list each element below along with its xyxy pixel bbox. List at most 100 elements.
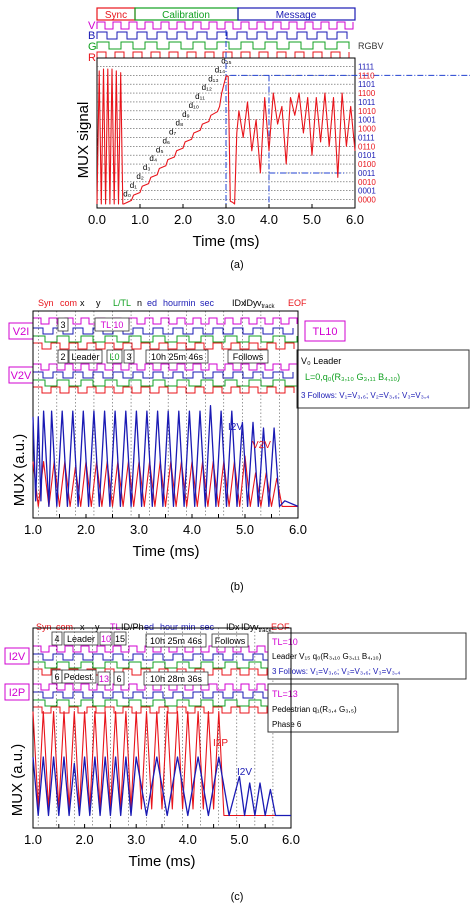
row-label-i2v-box <box>4 647 30 665</box>
panel-a-series <box>96 68 356 205</box>
digital-row <box>32 386 295 394</box>
digital-row <box>32 661 286 669</box>
field-label: sec <box>200 622 215 632</box>
field-label: hour <box>163 298 181 308</box>
field-value-box <box>123 349 135 364</box>
field-value-box <box>211 633 249 648</box>
field-label: TL <box>110 622 121 632</box>
step-label: d₁₀ <box>189 101 199 110</box>
panel-a-red-trace <box>96 68 356 205</box>
field-value-box <box>63 631 99 646</box>
panel-c-digital-rows: 4 Leader 10 15 10h 25m 46s Follows 6 Pedest. 13 6… <box>32 628 290 828</box>
field-value-box <box>227 349 269 364</box>
level-label: 1101 <box>358 80 376 89</box>
field-value-box <box>94 317 130 332</box>
step-label: d₆ <box>162 136 170 145</box>
info-box-c2 <box>267 683 399 733</box>
channel-b-wave <box>96 31 348 40</box>
digital-row <box>32 371 294 379</box>
field-value-box <box>145 633 207 648</box>
x-tick-label: 3.0 <box>217 212 235 227</box>
digital-row <box>32 691 284 699</box>
panel-c-ylabel: MUX (a.u.) <box>9 744 26 817</box>
x-tick-label: 6.0 <box>282 832 300 847</box>
step-label: d₀ <box>123 190 131 199</box>
panel-b-i2v-trace <box>32 404 299 508</box>
field-value-box <box>51 631 63 646</box>
panel-c-label: (c) <box>231 891 244 903</box>
field-value-label: 3 <box>126 352 131 362</box>
field-value-box <box>57 349 69 364</box>
info-c1-line3: 3 Follows: V₁=V₃,₆; V₂=V₃,₆; V₃=V₃,₄ <box>272 667 400 676</box>
series-label-v2v: V2V <box>252 440 271 451</box>
step-label: d₁₅ <box>221 57 231 66</box>
panel-b-xlabel: Time (ms) <box>133 543 200 560</box>
field-value-box <box>143 671 209 686</box>
field-value-label: 10 <box>101 634 111 644</box>
channel-label-b: B <box>88 30 95 42</box>
level-label: 1010 <box>358 107 376 116</box>
panel-c: Syn com x y TL ID/Ph ed hour min sec IDx IDy vtrack E… <box>4 622 467 903</box>
x-tick-label: 2.0 <box>77 522 95 537</box>
digital-row <box>32 379 298 387</box>
panel-b-x-ticks: 1.0 2.0 3.0 4.0 5.0 6.0 <box>24 514 307 537</box>
panel-b-ylabel: MUX (a.u.) <box>11 434 28 507</box>
field-value-label: 6 <box>116 674 121 684</box>
level-label: 0000 <box>358 196 376 205</box>
channel-label-g: G <box>88 41 97 53</box>
digital-row <box>32 335 298 343</box>
field-value-label: Follows <box>215 636 246 646</box>
field-value-label: TL 10 <box>101 320 124 330</box>
segment-calibration-label: Calibration <box>162 10 210 21</box>
field-value-box <box>113 631 127 646</box>
channel-label-v: V <box>88 20 96 32</box>
field-value-box <box>61 669 97 684</box>
segment-message-box <box>237 7 356 21</box>
digital-row <box>32 653 284 661</box>
info-c2-line1: TL=13 <box>272 689 298 699</box>
field-value-box <box>97 671 111 686</box>
rgbv-header-text: RGBV <box>358 41 384 51</box>
x-tick-label: 4.0 <box>179 832 197 847</box>
level-label: 1011 <box>358 98 376 107</box>
x-tick-label: 1.0 <box>131 212 149 227</box>
level-gridlines <box>97 30 470 208</box>
field-label: IDy <box>244 298 258 308</box>
level-label: 1100 <box>358 89 376 98</box>
level-label: 1111 <box>358 62 375 71</box>
channel-v-wave <box>96 21 354 30</box>
level-label: 1000 <box>358 125 376 134</box>
info-b-line2: L=0,q₀(R₃,₁₀ G₃,₁₁ B₄,₁₀) <box>305 372 400 382</box>
row-label-v2i: V2I <box>13 326 30 338</box>
row-label-i2p: I2P <box>9 687 26 699</box>
series-label-i2v: I2V <box>228 422 243 433</box>
field-label: IDy <box>241 622 255 632</box>
step-label: d₂ <box>136 172 144 181</box>
field-label-sub: track <box>259 628 273 634</box>
channel-g-wave <box>96 41 350 50</box>
panel-c-xlabel: Time (ms) <box>129 853 196 870</box>
field-value-label: 3 <box>60 320 65 330</box>
panel-a-label: (a) <box>230 259 243 271</box>
field-value-label: 13 <box>99 674 109 684</box>
channel-label-r: R <box>88 52 96 64</box>
step-label: d₁₃ <box>208 74 218 83</box>
panel-a-ylabel: MUX signal <box>75 102 92 179</box>
step-label: d₁ <box>130 181 137 190</box>
info-box-b <box>296 349 470 409</box>
step-label: d₁₄ <box>215 65 225 74</box>
level-label: 0111 <box>358 133 375 142</box>
info-c2-line2: Pedestrian q₁(R₃,₄ G₃,₅) <box>272 705 357 714</box>
field-label: com <box>56 622 73 632</box>
info-c2-line3: Phase 6 <box>272 720 302 729</box>
panel-a-x-ticks: 0.0 1.0 2.0 3.0 4.0 5.0 6.0 <box>88 204 364 227</box>
digital-row <box>32 645 290 653</box>
field-label: EOF <box>271 622 290 632</box>
step-label: d₃ <box>143 163 151 172</box>
digital-row <box>32 706 286 714</box>
field-label: Syn <box>36 622 52 632</box>
digital-row <box>32 699 286 707</box>
step-label: d₇ <box>169 128 176 137</box>
field-value-label: 10h 25m 46s <box>150 636 203 646</box>
x-tick-label: 5.0 <box>303 212 321 227</box>
